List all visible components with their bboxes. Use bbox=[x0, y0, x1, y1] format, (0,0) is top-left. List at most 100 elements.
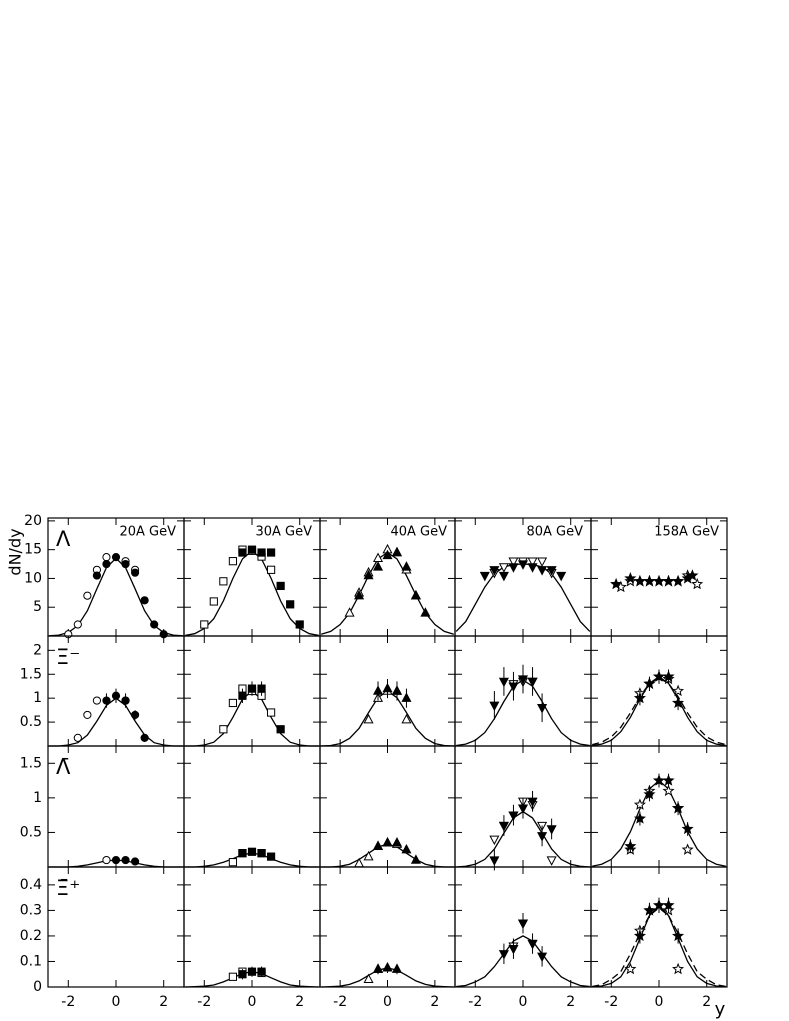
y-tick-label: 20 bbox=[24, 513, 42, 529]
data-point bbox=[662, 774, 675, 786]
data-point bbox=[344, 607, 355, 617]
y-axis-title: dN/dy bbox=[6, 528, 25, 575]
data-point bbox=[672, 574, 685, 587]
data-point bbox=[228, 858, 238, 867]
y-tick-label: 5 bbox=[33, 599, 42, 615]
data-point bbox=[276, 581, 285, 591]
data-point bbox=[257, 548, 266, 557]
data-point bbox=[372, 561, 384, 571]
data-point bbox=[662, 898, 675, 911]
particle-label: Λ bbox=[56, 527, 71, 551]
x-tick-label: 2 bbox=[702, 994, 711, 1010]
data-point bbox=[686, 569, 699, 581]
data-point bbox=[238, 849, 247, 858]
data-point bbox=[102, 855, 111, 865]
data-point bbox=[219, 577, 228, 586]
data-point bbox=[257, 849, 266, 858]
panel-frame bbox=[590, 635, 728, 747]
data-point bbox=[672, 801, 685, 814]
fit-curve bbox=[592, 904, 726, 988]
fit-curve bbox=[321, 690, 454, 747]
data-point bbox=[652, 670, 666, 682]
data-point bbox=[228, 557, 238, 566]
x-axis-title: y bbox=[715, 999, 726, 1020]
data-point bbox=[111, 553, 121, 562]
data-point bbox=[624, 572, 637, 584]
x-tick-label: 0 bbox=[655, 994, 664, 1010]
data-point bbox=[633, 929, 647, 942]
panel-frame bbox=[590, 745, 728, 868]
data-point bbox=[382, 837, 393, 847]
data-point bbox=[633, 574, 646, 587]
data-point bbox=[537, 566, 548, 576]
data-point bbox=[546, 825, 557, 835]
data-point bbox=[73, 733, 82, 742]
x-tick-label: -2 bbox=[333, 994, 347, 1010]
y-tick-label: 1.5 bbox=[20, 666, 42, 682]
data-point bbox=[247, 847, 257, 856]
data-point bbox=[517, 804, 529, 814]
data-point bbox=[130, 710, 140, 720]
data-point bbox=[209, 597, 218, 606]
data-point bbox=[527, 563, 538, 573]
data-point bbox=[247, 684, 257, 693]
data-point bbox=[652, 774, 666, 786]
data-point bbox=[276, 725, 285, 734]
data-point bbox=[652, 574, 666, 587]
data-point bbox=[121, 559, 130, 569]
data-point bbox=[508, 811, 519, 821]
data-point bbox=[257, 967, 266, 976]
data-point bbox=[498, 571, 509, 582]
data-point bbox=[508, 682, 519, 692]
data-point bbox=[537, 557, 548, 567]
data-point bbox=[372, 963, 384, 973]
data-point bbox=[537, 832, 548, 842]
data-point bbox=[73, 620, 82, 629]
data-point bbox=[410, 854, 421, 864]
fit-curve bbox=[49, 557, 183, 637]
data-point bbox=[643, 788, 656, 800]
data-point bbox=[266, 852, 276, 861]
data-point bbox=[662, 670, 675, 682]
data-point bbox=[102, 559, 111, 569]
y-tick-label: 0.3 bbox=[20, 902, 42, 918]
x-tick-label: 2 bbox=[295, 994, 304, 1010]
data-point bbox=[266, 565, 276, 574]
data-point bbox=[671, 929, 685, 942]
data-point bbox=[382, 962, 393, 972]
data-point bbox=[672, 684, 685, 697]
data-point bbox=[517, 919, 529, 929]
y-tick-label: 2 bbox=[33, 642, 42, 658]
data-point bbox=[102, 553, 111, 562]
x-tick-label: 2 bbox=[159, 994, 168, 1010]
data-point bbox=[372, 840, 384, 850]
fit-curve bbox=[321, 551, 454, 635]
data-point bbox=[401, 843, 412, 854]
data-point bbox=[489, 566, 500, 576]
x-tick-label: 0 bbox=[519, 994, 528, 1010]
data-point bbox=[247, 967, 257, 976]
particle-label: Ξ⁻ bbox=[56, 645, 80, 669]
data-point bbox=[257, 684, 266, 693]
fit-curve bbox=[592, 677, 726, 746]
data-point bbox=[238, 970, 247, 979]
x-tick-label: 0 bbox=[112, 994, 121, 1010]
data-point bbox=[420, 607, 431, 617]
fit-curve bbox=[456, 935, 590, 988]
data-point bbox=[130, 568, 140, 577]
x-tick-label: -2 bbox=[468, 994, 482, 1010]
x-tick-label: -2 bbox=[61, 994, 75, 1010]
fit-curve bbox=[455, 563, 591, 632]
data-point bbox=[354, 857, 365, 868]
data-point bbox=[662, 574, 675, 587]
y-tick-label: 0.5 bbox=[20, 714, 42, 730]
data-point bbox=[672, 962, 685, 975]
y-tick-label: 1 bbox=[33, 690, 42, 706]
data-point bbox=[508, 563, 519, 573]
panel-frame bbox=[590, 866, 728, 988]
data-point bbox=[681, 822, 694, 835]
data-point bbox=[527, 797, 538, 808]
y-tick-label: 0.4 bbox=[20, 877, 42, 893]
data-point bbox=[527, 557, 538, 567]
